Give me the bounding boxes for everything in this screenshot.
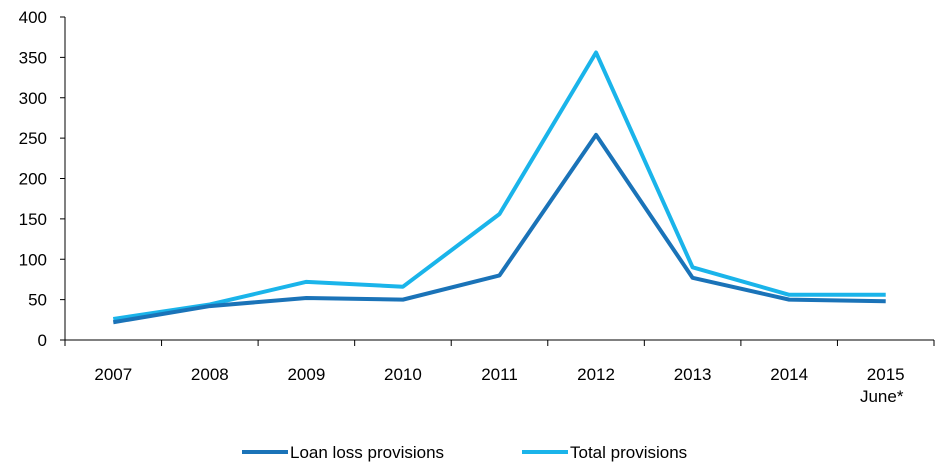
legend: Loan loss provisions Total provisions bbox=[242, 443, 687, 462]
series-line-total-provisions bbox=[112, 50, 886, 321]
series-lines bbox=[112, 50, 886, 325]
x-tick-label-line: 2010 bbox=[384, 365, 422, 384]
x-tick-label: 2010 bbox=[384, 365, 422, 384]
x-tick-label-line: 2007 bbox=[94, 365, 132, 384]
series-line-loan-loss-provisions bbox=[112, 132, 886, 325]
x-tick-label: 2009 bbox=[287, 365, 325, 384]
x-tick-label: 2013 bbox=[674, 365, 712, 384]
x-tick-label: 2007 bbox=[94, 365, 132, 384]
y-tick-label: 250 bbox=[19, 129, 47, 148]
x-tick-label: 2015 June* bbox=[860, 365, 905, 406]
x-tick-label-line: 2012 bbox=[577, 365, 615, 384]
legend-label-loan-loss-provisions: Loan loss provisions bbox=[290, 443, 444, 462]
y-tick-label: 150 bbox=[19, 210, 47, 229]
y-tick-label: 200 bbox=[19, 170, 47, 189]
x-tick-label-line: 2015 bbox=[867, 365, 905, 384]
x-tick-label-line: 2013 bbox=[674, 365, 712, 384]
axes: 0 50 100 150 200 250 300 350 400 2007 2008 2009 2010… bbox=[19, 8, 935, 406]
x-tick-label: 2012 bbox=[577, 365, 615, 384]
y-tick-label: 100 bbox=[19, 250, 47, 269]
x-tick-label-line: June* bbox=[860, 387, 904, 406]
y-tick-label: 300 bbox=[19, 89, 47, 108]
y-tick-label: 400 bbox=[19, 8, 47, 27]
x-tick-label-line: 2014 bbox=[770, 365, 808, 384]
y-tick-label: 0 bbox=[38, 331, 47, 350]
x-tick-label-line: 2011 bbox=[481, 365, 518, 384]
x-tick-label-line: 2009 bbox=[287, 365, 325, 384]
y-tick-label: 350 bbox=[19, 48, 47, 67]
x-tick-label-line: 2008 bbox=[191, 365, 229, 384]
y-tick-label: 50 bbox=[28, 291, 47, 310]
legend-label-total-provisions: Total provisions bbox=[570, 443, 687, 462]
x-tick-label: 2014 bbox=[770, 365, 808, 384]
x-tick-label: 2008 bbox=[191, 365, 229, 384]
x-tick-label: 2011 bbox=[481, 365, 518, 384]
